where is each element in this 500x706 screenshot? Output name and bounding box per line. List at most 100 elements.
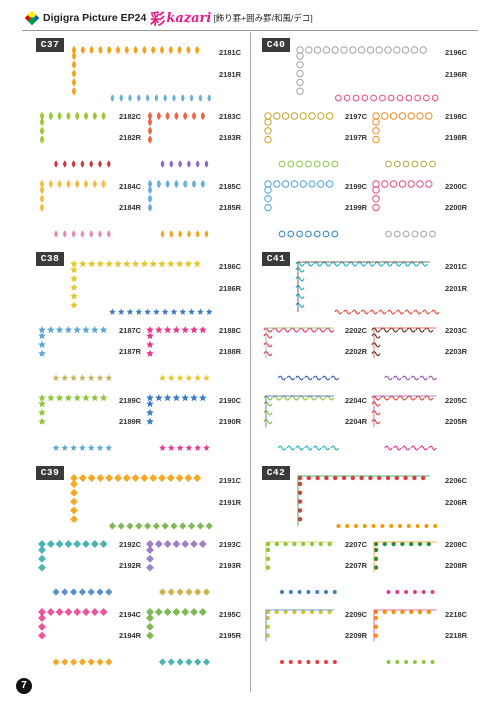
item-code: 2194C [119,610,142,619]
item-code: 2188R [219,347,242,356]
section-label: C42 [262,466,290,480]
item-code: 2187C [119,326,142,335]
item-code: 2197R [345,133,368,142]
border-sample-5 [146,394,210,451]
section-c38: C38 2186C 2186R 2187C 2187R 2188C 2188R 2189C 21… [36,252,256,464]
item-code: 2200R [445,203,468,212]
item-code: 2208C [445,540,468,549]
item-code: 2191C [219,476,242,485]
item-code: 2181C [219,48,242,57]
border-sample-4 [265,609,337,664]
item-code: 2193C [219,540,242,549]
border-sample-1 [295,261,440,315]
border-sample-2 [38,540,113,596]
border-sample-2 [264,112,339,168]
border-sample-4 [264,180,339,238]
item-code: 2196R [445,70,468,79]
brand-kanji: 彩 [150,9,166,28]
page-number: 7 [16,678,32,694]
border-sample-5 [373,609,437,664]
item-code: 2199C [345,182,368,191]
border-sample-3 [146,326,210,381]
item-code: 2206R [445,498,468,507]
item-code: 2185C [219,182,242,191]
border-sample-3 [146,540,211,596]
item-code: 2202C [345,326,368,335]
section-c37: C37 2181C 2181R 2182C 2182R 2183C 2183R 2184C 21… [36,38,256,250]
border-sample-2 [263,327,339,381]
border-sample-4 [40,180,111,238]
item-code: 2197C [345,112,368,121]
border-sample-1 [70,260,213,315]
item-code: 2198C [445,112,468,121]
item-code: 2195R [219,631,242,640]
catalog-subtitle: [飾り罫+囲み罫/和風/デコ] [213,13,313,23]
border-sample-1 [70,474,213,530]
section-label: C38 [36,252,64,266]
item-code: 2185R [219,203,242,212]
border-sample-3 [148,112,209,168]
item-code: 2200C [445,182,468,191]
item-code: 2207R [345,561,368,570]
border-sample-5 [371,395,437,451]
border-sample-4 [263,395,339,451]
section-c41: C41 2201C 2201R 2202C 2202R 2203C 2203R 2204C 22… [262,252,482,464]
item-code: 2189C [119,396,142,405]
border-sample-2 [40,112,111,168]
item-code: 2218C [445,610,468,619]
item-code: 2204R [345,417,368,426]
item-code: 2182R [119,133,142,142]
item-code: 2183C [219,112,242,121]
item-code: 2183R [219,133,242,142]
item-code: 2186R [219,284,242,293]
section-label: C41 [262,252,290,266]
item-code: 2181R [219,70,242,79]
border-sample-4 [38,608,113,666]
item-code: 2184R [119,203,142,212]
section-c40: C40 2196C 2196R 2197C 2197R 2198C 2198R 2199C 21… [262,38,482,250]
item-code: 2188C [219,326,242,335]
border-sample-1 [72,46,211,102]
item-code: 2190R [219,417,242,426]
border-sample-3 [372,112,436,168]
page-header: Digigra Picture EP24 彩 kazari [飾り罫+囲み罫/和… [24,8,486,28]
item-code: 2201R [445,284,468,293]
item-code: 2192C [119,540,142,549]
item-code: 2209R [345,631,368,640]
border-sample-5 [372,180,436,238]
item-code: 2207C [345,540,368,549]
column-divider [250,32,251,692]
border-sample-1 [296,46,439,102]
item-code: 2189R [119,417,142,426]
item-code: 2190C [219,396,242,405]
item-code: 2194R [119,631,142,640]
item-code: 2208R [445,561,468,570]
item-code: 2186C [219,262,242,271]
section-label: C40 [262,38,290,52]
border-sample-3 [371,327,437,381]
item-code: 2201C [445,262,468,271]
border-sample-1 [297,475,438,528]
item-code: 2184C [119,182,142,191]
section-label: C39 [36,466,64,480]
header-divider [22,30,478,31]
item-code: 2193R [219,561,242,570]
item-code: 2199R [345,203,368,212]
section-label: C37 [36,38,64,52]
item-code: 2202R [345,347,368,356]
item-code: 2206C [445,476,468,485]
item-code: 2203R [445,347,468,356]
border-sample-4 [38,394,113,451]
brand-name: kazari [166,10,212,26]
item-code: 2187R [119,347,142,356]
item-code: 2209C [345,610,368,619]
item-code: 2198R [445,133,468,142]
item-code: 2182C [119,112,142,121]
border-sample-5 [148,180,209,238]
item-code: 2195C [219,610,242,619]
border-sample-3 [373,541,437,594]
item-code: 2204C [345,396,368,405]
border-sample-2 [265,541,337,594]
item-code: 2218R [445,631,468,640]
item-code: 2205R [445,417,468,426]
